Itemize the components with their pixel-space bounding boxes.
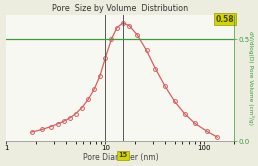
Text: 0.58: 0.58 xyxy=(216,15,234,24)
Y-axis label: dV/dlog(D) Pore Volume (cm³/g): dV/dlog(D) Pore Volume (cm³/g) xyxy=(248,31,254,125)
X-axis label: Pore Diameter (nm): Pore Diameter (nm) xyxy=(83,153,158,162)
Text: 15: 15 xyxy=(118,152,127,158)
Title: Pore  Size by Volume  Distribution: Pore Size by Volume Distribution xyxy=(52,4,188,13)
